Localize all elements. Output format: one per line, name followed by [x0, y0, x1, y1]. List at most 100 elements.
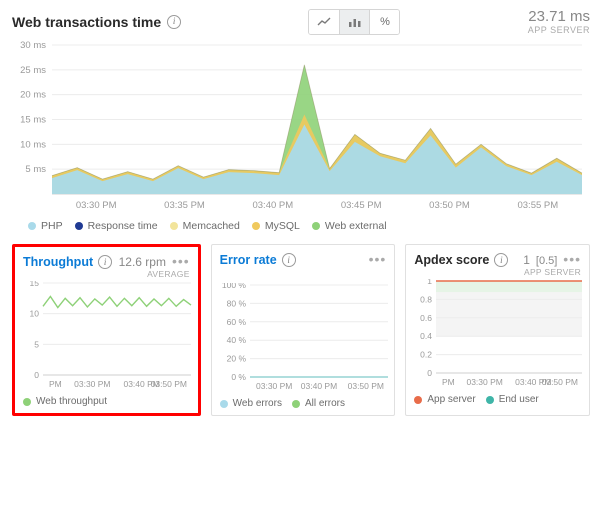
legend-label: Web throughput [36, 396, 107, 407]
legend-item[interactable]: Response time [75, 220, 158, 232]
throughput-card: Throughput i 12.6 rpm ••• AVERAGE 0 5 10 15… [12, 244, 201, 416]
svg-text:1: 1 [428, 279, 433, 286]
svg-text:03:30 PM: 03:30 PM [467, 377, 503, 387]
svg-text:5: 5 [34, 339, 39, 349]
legend-label: Memcached [183, 220, 240, 232]
legend-swatch [170, 222, 178, 230]
svg-text:40 %: 40 % [226, 335, 246, 345]
percent-button[interactable]: % [369, 10, 399, 34]
svg-text:03:40 PM: 03:40 PM [252, 200, 293, 211]
svg-text:03:45 PM: 03:45 PM [341, 200, 382, 211]
error-rate-card: Error rate i ••• 0 % 20 % 40 % 60 % 80 % 100 … [211, 244, 396, 416]
svg-text:15: 15 [30, 281, 40, 288]
svg-text:30 ms: 30 ms [20, 40, 46, 51]
legend-swatch [292, 400, 300, 408]
card-menu-button[interactable]: ••• [369, 257, 387, 263]
legend-item[interactable]: All errors [292, 398, 345, 409]
svg-text:PM: PM [49, 379, 62, 389]
throughput-legend: Web throughput [23, 396, 190, 407]
cards-row: Throughput i 12.6 rpm ••• AVERAGE 051015… [12, 244, 590, 416]
svg-text:03:50 PM: 03:50 PM [429, 200, 470, 211]
web-transactions-chart: 5 ms 10 ms 15 ms 20 ms 25 ms 30 ms 03:30 PM 03:… [12, 39, 590, 214]
legend-label: Web external [325, 220, 387, 232]
info-icon[interactable]: i [494, 253, 508, 267]
svg-text:60 %: 60 % [226, 317, 246, 327]
svg-text:0: 0 [428, 368, 433, 378]
legend-swatch [220, 400, 228, 408]
apdex-stat-extra: [0.5] [536, 255, 557, 267]
chart-type-toggle: % [308, 9, 400, 35]
legend-swatch [312, 222, 320, 230]
header-stat-value: 23.71 ms [528, 8, 590, 25]
header-stat-sub: APP SERVER [528, 25, 590, 35]
svg-text:0.6: 0.6 [421, 313, 433, 323]
svg-text:0.2: 0.2 [421, 350, 433, 360]
legend-item[interactable]: Web throughput [23, 396, 107, 407]
legend-label: Response time [88, 220, 158, 232]
legend-label: All errors [305, 398, 345, 409]
svg-text:03:30 PM: 03:30 PM [256, 381, 292, 391]
legend-item[interactable]: Web external [312, 220, 387, 232]
svg-text:03:30 PM: 03:30 PM [74, 379, 110, 389]
svg-text:0: 0 [34, 370, 39, 380]
legend-label: App server [427, 394, 475, 405]
apdex-stat-sub: APP SERVER [414, 267, 581, 277]
legend-swatch [486, 396, 494, 404]
percent-label: % [380, 16, 390, 28]
svg-text:0.4: 0.4 [421, 331, 433, 341]
bar-chart-icon [348, 17, 362, 27]
throughput-stat-value: 12.6 rpm [119, 255, 166, 269]
info-icon[interactable]: i [98, 255, 112, 269]
svg-text:5 ms: 5 ms [25, 164, 46, 175]
throughput-chart: 051015PM03:30 PM03:40 PM03:50 PM [23, 281, 193, 391]
legend-label: MySQL [265, 220, 300, 232]
throughput-title[interactable]: Throughput [23, 255, 93, 269]
apdex-legend: App server End user [414, 394, 581, 405]
apdex-title: Apdex score [414, 253, 489, 267]
svg-text:25 ms: 25 ms [20, 65, 46, 76]
page-title: Web transactions time [12, 14, 161, 30]
legend-item[interactable]: PHP [28, 220, 63, 232]
error-rate-chart: 0 %20 %40 %60 %80 %100 %03:30 PM03:40 PM… [220, 283, 390, 393]
error-rate-title[interactable]: Error rate [220, 253, 277, 267]
header-stat: 23.71 ms APP SERVER [528, 8, 590, 35]
line-chart-icon [317, 17, 331, 27]
legend-item[interactable]: MySQL [252, 220, 300, 232]
svg-text:80 %: 80 % [226, 298, 246, 308]
apdex-chart: 00.20.40.60.81PM03:30 PM03:40 PM03:50 PM [414, 279, 584, 389]
svg-text:20 ms: 20 ms [20, 90, 46, 101]
svg-text:15 ms: 15 ms [20, 115, 46, 126]
bar-chart-button[interactable] [339, 10, 369, 34]
svg-text:0.8: 0.8 [421, 294, 433, 304]
legend-label: End user [499, 394, 539, 405]
legend-swatch [28, 222, 36, 230]
line-chart-button[interactable] [309, 10, 339, 34]
svg-text:10: 10 [30, 309, 40, 319]
apdex-stat: 1 [0.5] [523, 253, 557, 267]
legend-item[interactable]: End user [486, 394, 539, 405]
svg-text:03:55 PM: 03:55 PM [517, 200, 558, 211]
legend-swatch [23, 398, 31, 406]
card-menu-button[interactable]: ••• [172, 259, 190, 265]
throughput-stat-sub: AVERAGE [23, 269, 190, 279]
legend-swatch [75, 222, 83, 230]
svg-text:20 %: 20 % [226, 354, 246, 364]
svg-text:03:50 PM: 03:50 PM [347, 381, 383, 391]
svg-text:03:30 PM: 03:30 PM [76, 200, 117, 211]
legend-item[interactable]: App server [414, 394, 475, 405]
svg-text:10 ms: 10 ms [20, 139, 46, 150]
web-transactions-panel: Web transactions time i % 23.71 ms APP S… [12, 8, 590, 232]
legend-item[interactable]: Web errors [220, 398, 282, 409]
svg-text:0 %: 0 % [231, 372, 246, 382]
throughput-stat: 12.6 rpm [119, 255, 166, 269]
legend-swatch [252, 222, 260, 230]
apdex-card: Apdex score i 1 [0.5] ••• APP SERVER 0 0.… [405, 244, 590, 416]
info-icon[interactable]: i [167, 15, 181, 29]
card-menu-button[interactable]: ••• [563, 257, 581, 263]
svg-text:03:35 PM: 03:35 PM [164, 200, 205, 211]
legend-label: PHP [41, 220, 63, 232]
svg-text:PM: PM [442, 377, 455, 387]
svg-text:100 %: 100 % [222, 283, 247, 290]
legend-item[interactable]: Memcached [170, 220, 240, 232]
info-icon[interactable]: i [282, 253, 296, 267]
